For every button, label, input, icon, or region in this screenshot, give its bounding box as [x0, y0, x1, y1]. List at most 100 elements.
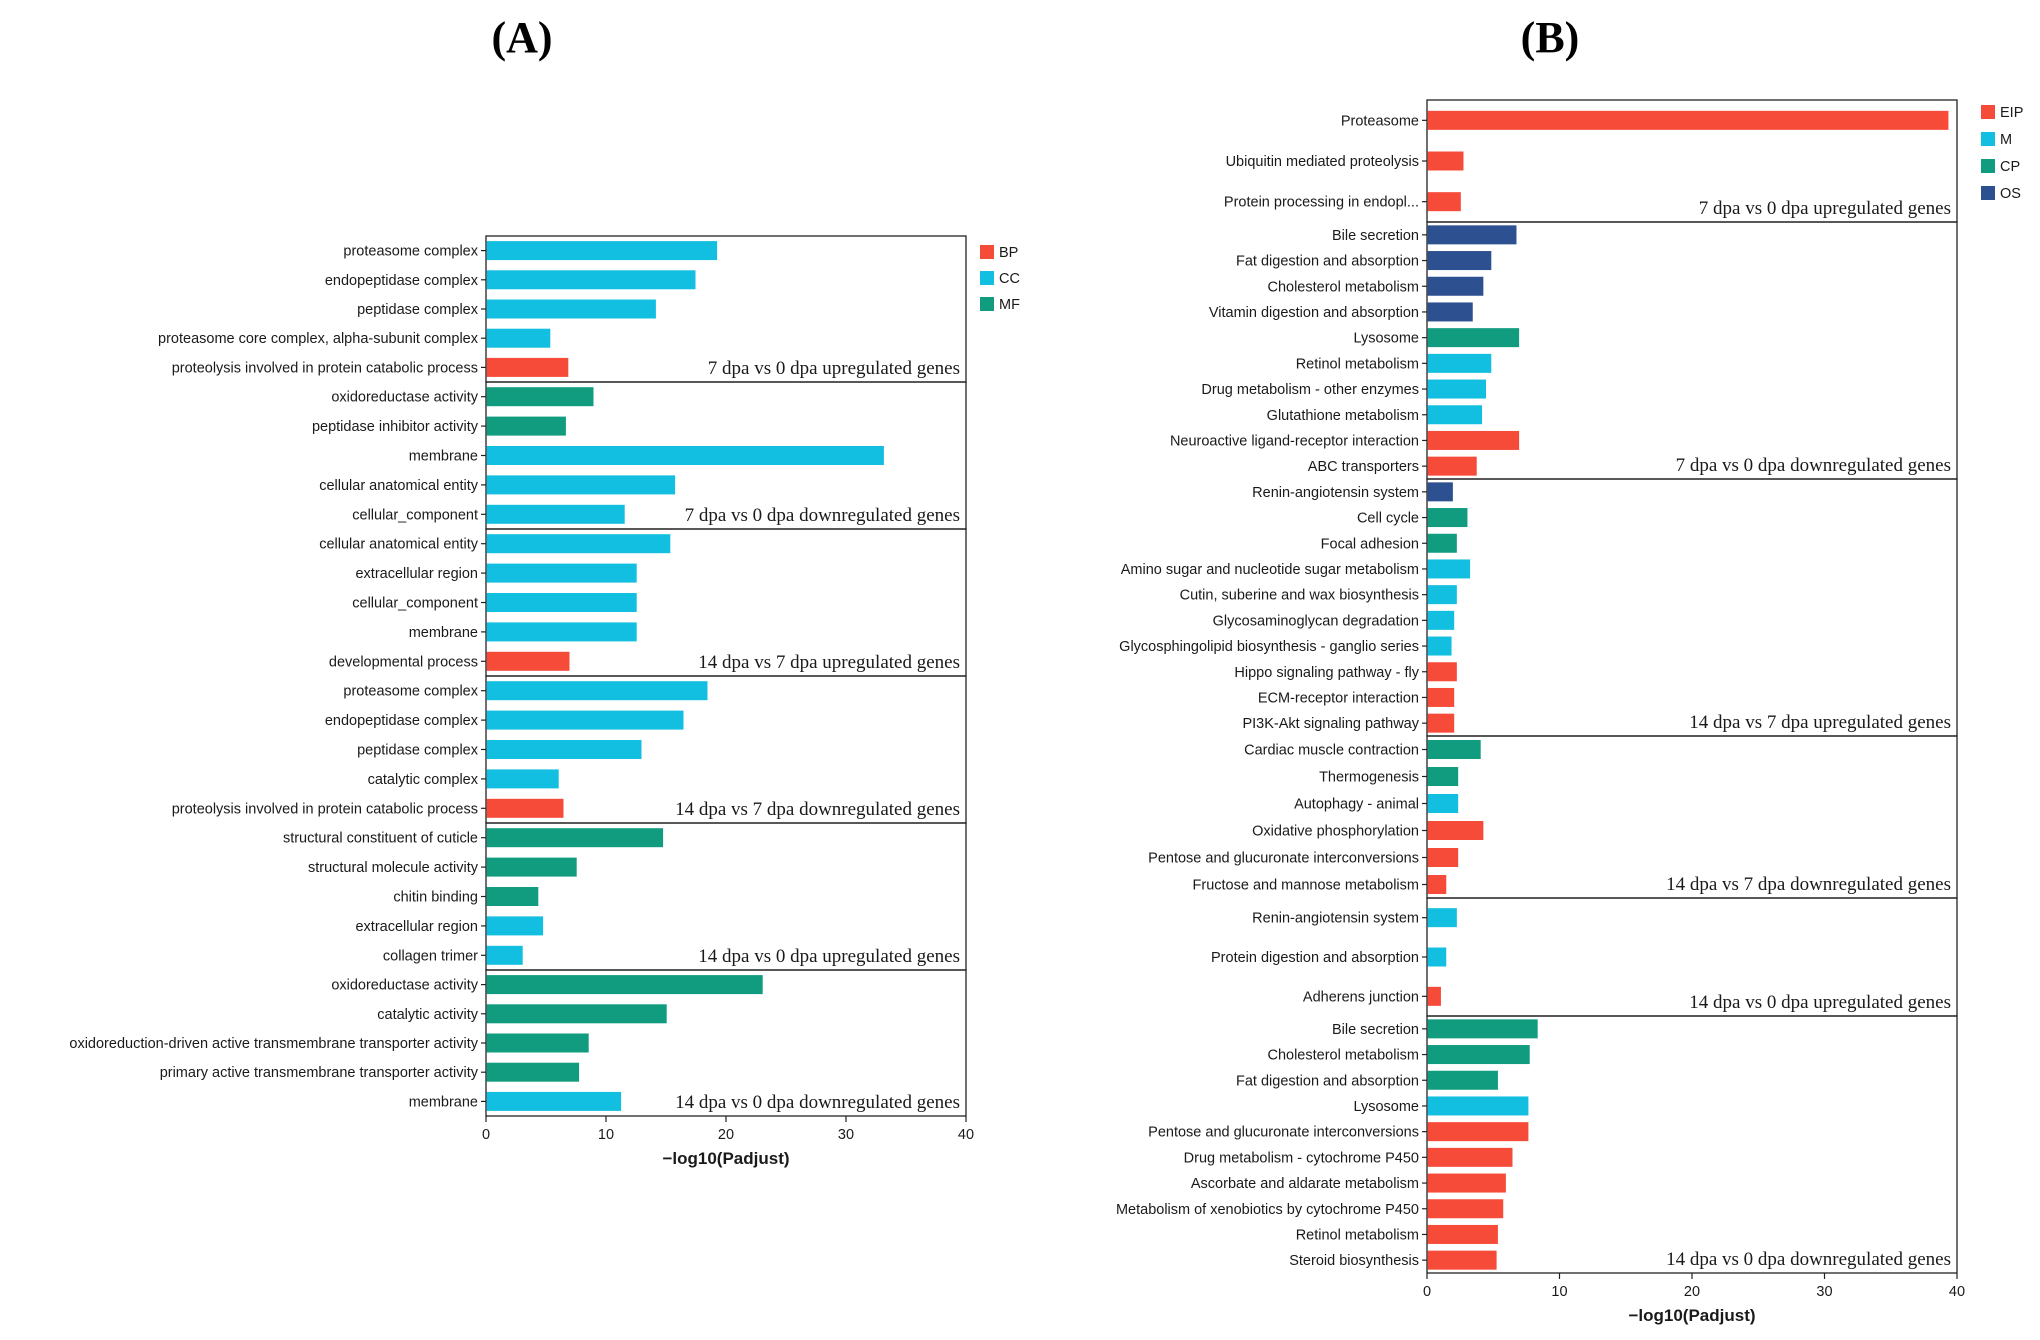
y-label-hippo-signaling-pathway-fly: Hippo signaling pathway - fly — [1234, 665, 1419, 681]
y-label-oxidoreductase-activity: oxidoreductase activity — [331, 390, 478, 406]
bar-ecm-receptor-interaction — [1427, 687, 1455, 707]
y-label-protein-processing-in-endopl: Protein processing in endopl... — [1224, 195, 1419, 211]
y-label-cellular-component: cellular_component — [352, 596, 478, 612]
bar-primary-active-transmembrane-transporter-activity — [486, 1062, 580, 1082]
y-label-pi3k-akt-signaling-pathway: PI3K-Akt signaling pathway — [1242, 716, 1419, 732]
bar-cellular-anatomical-entity — [486, 475, 676, 495]
group-label: 14 dpa vs 0 dpa upregulated genes — [698, 946, 960, 967]
bar-glutathione-metabolism — [1427, 405, 1483, 425]
legend-swatch-cp — [1981, 159, 1995, 173]
group-label: 7 dpa vs 0 dpa downregulated genes — [1676, 455, 1951, 476]
y-label-adherens-junction: Adherens junction — [1303, 989, 1419, 1005]
bar-extracellular-region — [486, 563, 637, 583]
y-label-extracellular-region: extracellular region — [355, 566, 478, 582]
bar-protein-processing-in-endopl — [1427, 192, 1461, 212]
bar-collagen-trimer — [486, 945, 523, 965]
bar-steroid-biosynthesis — [1427, 1250, 1497, 1270]
x-tick-label: 40 — [1949, 1284, 1965, 1300]
legend-swatch-cc — [980, 271, 994, 285]
bar-cholesterol-metabolism — [1427, 276, 1484, 296]
y-label-ascorbate-and-aldarate-metabolism: Ascorbate and aldarate metabolism — [1191, 1176, 1419, 1192]
x-axis-label: −log10(Padjust) — [1628, 1306, 1755, 1325]
y-label-chitin-binding: chitin binding — [393, 890, 478, 906]
x-tick-label: 0 — [482, 1127, 490, 1143]
group-label: 14 dpa vs 7 dpa upregulated genes — [698, 652, 960, 673]
panel-title-b: (B) — [1521, 13, 1580, 62]
bar-pentose-and-glucuronate-interconversions — [1427, 1122, 1529, 1142]
bar-fat-digestion-and-absorption — [1427, 251, 1492, 271]
legend-label-os: OS — [2000, 186, 2021, 202]
bar-cell-cycle — [1427, 508, 1468, 528]
bar-oxidoreductase-activity — [486, 975, 763, 995]
bar-membrane — [486, 622, 637, 642]
legend-b: EIP M CP OS — [1981, 105, 2023, 202]
bar-hippo-signaling-pathway-fly — [1427, 662, 1457, 682]
y-label-cutin-suberine-and-wax-biosynthesis: Cutin, suberine and wax biosynthesis — [1180, 588, 1419, 604]
bar-proteasome — [1427, 110, 1949, 130]
bar-proteolysis-involved-in-protein-catabolic-process — [486, 798, 564, 818]
group-box — [1426, 478, 1958, 737]
y-label-autophagy-animal: Autophagy - animal — [1294, 797, 1419, 813]
y-label-peptidase-inhibitor-activity: peptidase inhibitor activity — [312, 419, 479, 435]
y-label-glutathione-metabolism: Glutathione metabolism — [1267, 408, 1419, 424]
bar-cellular-anatomical-entity — [486, 534, 671, 554]
legend-label-mf: MF — [999, 297, 1020, 313]
bar-membrane — [486, 446, 884, 465]
y-label-ecm-receptor-interaction: ECM-receptor interaction — [1258, 690, 1419, 706]
y-label-cardiac-muscle-contraction: Cardiac muscle contraction — [1244, 743, 1419, 759]
bar-neuroactive-ligand-receptor-interaction — [1427, 430, 1520, 450]
y-label-membrane: membrane — [409, 625, 478, 641]
bar-endopeptidase-complex — [486, 270, 696, 290]
y-label-cellular-component: cellular_component — [352, 507, 478, 523]
bar-autophagy-animal — [1427, 794, 1459, 813]
group-label: 14 dpa vs 7 dpa downregulated genes — [1666, 874, 1951, 895]
y-label-proteasome-complex: proteasome complex — [343, 244, 478, 260]
y-label-ubiquitin-mediated-proteolysis: Ubiquitin mediated proteolysis — [1226, 154, 1419, 170]
y-label-membrane: membrane — [409, 449, 478, 465]
bar-catalytic-complex — [486, 769, 559, 789]
y-label-proteasome-complex: proteasome complex — [343, 684, 478, 700]
bar-thermogenesis — [1427, 767, 1459, 786]
bar-focal-adhesion — [1427, 533, 1457, 553]
bar-peptidase-inhibitor-activity — [486, 416, 566, 436]
group-label: 7 dpa vs 0 dpa upregulated genes — [708, 358, 960, 379]
bar-cardiac-muscle-contraction — [1427, 740, 1481, 759]
x-tick-label: 0 — [1423, 1284, 1431, 1300]
y-label-renin-angiotensin-system: Renin-angiotensin system — [1252, 485, 1419, 501]
legend-label-m: M — [2000, 132, 2012, 148]
legend-swatch-os — [1981, 186, 1995, 200]
bar-endopeptidase-complex — [486, 710, 684, 730]
y-label-pentose-and-glucuronate-interconversions: Pentose and glucuronate interconversions — [1148, 851, 1419, 867]
bar-proteolysis-involved-in-protein-catabolic-process — [486, 357, 569, 377]
legend-swatch-m — [1981, 132, 1995, 146]
bar-ascorbate-and-aldarate-metabolism — [1427, 1173, 1506, 1193]
bar-drug-metabolism-other-enzymes — [1427, 379, 1486, 399]
x-tick-label: 40 — [958, 1127, 974, 1143]
y-label-protein-digestion-and-absorption: Protein digestion and absorption — [1211, 950, 1419, 966]
bar-pentose-and-glucuronate-interconversions — [1427, 848, 1459, 867]
legend-label-cc: CC — [999, 271, 1020, 287]
bar-cellular-component — [486, 593, 637, 612]
bar-structural-molecule-activity — [486, 857, 577, 877]
y-label-lysosome: Lysosome — [1353, 331, 1419, 347]
y-label-collagen-trimer: collagen trimer — [383, 948, 478, 964]
legend-swatch-mf — [980, 297, 994, 311]
bar-membrane — [486, 1091, 622, 1111]
bar-bile-secretion — [1427, 1019, 1538, 1039]
y-label-proteolysis-involved-in-protein-catabolic-process: proteolysis involved in protein cataboli… — [172, 801, 478, 817]
x-tick-label: 30 — [838, 1127, 854, 1143]
bar-pi3k-akt-signaling-pathway — [1427, 713, 1455, 733]
y-label-oxidative-phosphorylation: Oxidative phosphorylation — [1252, 824, 1419, 840]
y-label-structural-constituent-of-cuticle: structural constituent of cuticle — [283, 831, 478, 847]
bar-ubiquitin-mediated-proteolysis — [1427, 151, 1464, 171]
group-label: 14 dpa vs 0 dpa downregulated genes — [675, 1092, 960, 1113]
bar-extracellular-region — [486, 916, 544, 936]
y-label-peptidase-complex: peptidase complex — [357, 302, 479, 318]
bar-protein-digestion-and-absorption — [1427, 947, 1447, 967]
x-tick-label: 10 — [598, 1127, 614, 1143]
bar-abc-transporters — [1427, 456, 1477, 476]
y-label-glycosphingolipid-biosynthesis-ganglio-series: Glycosphingolipid biosynthesis - ganglio… — [1119, 639, 1419, 655]
y-label-primary-active-transmembrane-transporter-activity: primary active transmembrane transporter… — [160, 1065, 479, 1081]
bar-fat-digestion-and-absorption — [1427, 1070, 1498, 1090]
